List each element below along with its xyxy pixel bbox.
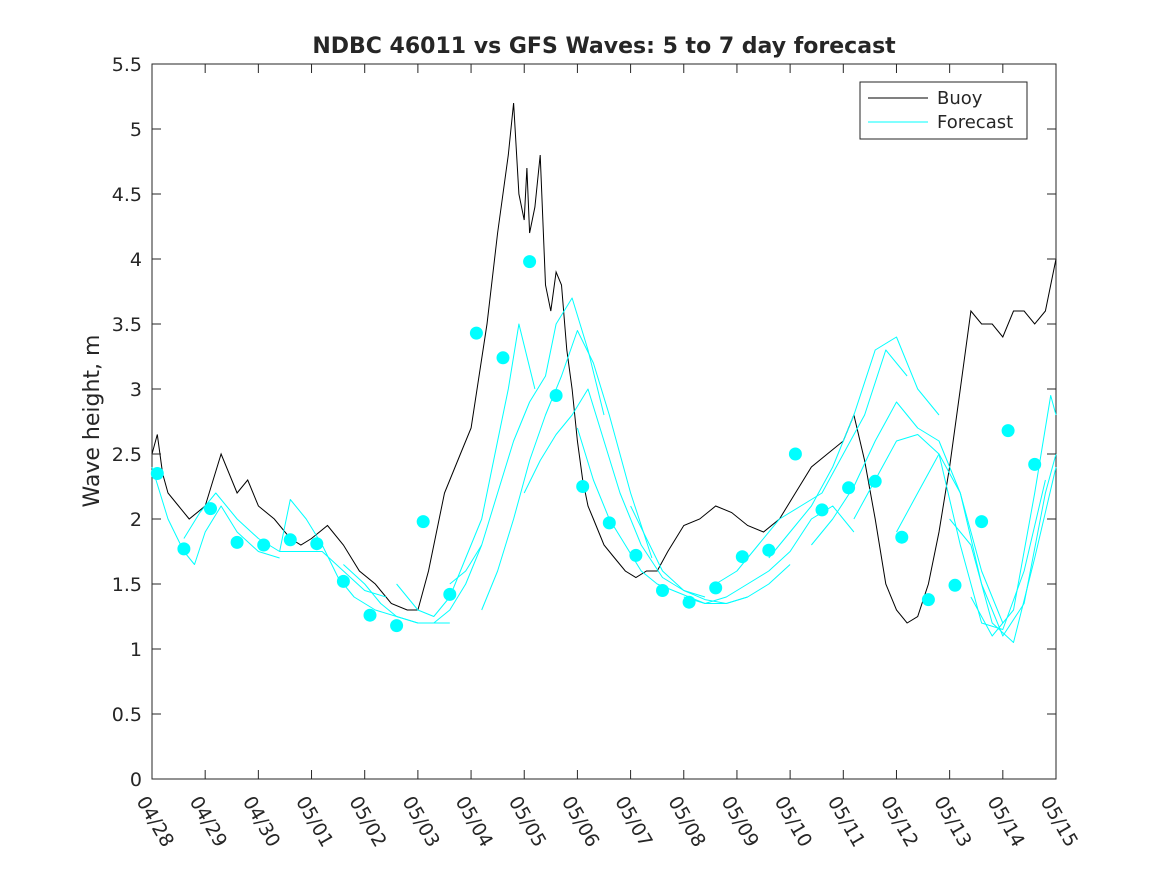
y-tick-label: 4.5 [112, 184, 142, 206]
y-tick-label: 4 [130, 249, 142, 271]
legend-box [859, 81, 1028, 140]
forecast-marker [443, 587, 457, 601]
y-tick-label: 0 [130, 769, 142, 791]
y-tick-label: 5.5 [112, 54, 142, 76]
y-tick-label: 5 [130, 119, 142, 141]
forecast-marker [842, 481, 856, 495]
forecast-marker [788, 447, 802, 461]
forecast-marker [762, 543, 776, 557]
forecast-line-0 [151, 466, 280, 565]
forecast-marker [602, 516, 616, 530]
legend-label-buoy: Buoy [937, 88, 983, 109]
forecast-marker [576, 480, 590, 493]
forecast-line-9 [630, 505, 791, 604]
forecast-marker [735, 550, 749, 564]
y-tick-label: 0.5 [112, 704, 142, 726]
y-tick-label: 3 [130, 379, 142, 401]
forecast-marker [895, 530, 909, 544]
buoy-line [151, 102, 1057, 624]
forecast-line-8 [576, 427, 748, 604]
forecast-marker [177, 542, 191, 556]
y-tick-label: 3.5 [112, 314, 142, 336]
plot-lines [151, 102, 1057, 643]
forecast-marker [1028, 457, 1042, 471]
forecast-marker [469, 326, 483, 340]
forecast-marker [283, 533, 297, 547]
forecast-marker [230, 535, 244, 549]
forecast-line-7 [523, 388, 706, 598]
forecast-marker [921, 593, 935, 607]
y-axis-label: Wave height, m [80, 335, 105, 508]
forecast-line-13 [811, 401, 1004, 624]
legend-label-forecast: Forecast [937, 112, 1013, 133]
forecast-line-4 [396, 323, 536, 617]
forecast-marker [815, 503, 829, 517]
forecast-marker [363, 608, 377, 622]
legend: Buoy Forecast [859, 81, 1028, 140]
forecast-line-12 [768, 336, 940, 559]
forecast-marker [257, 538, 271, 552]
forecast-marker [682, 595, 696, 609]
forecast-marker [948, 578, 962, 592]
chart-title: NDBC 46011 vs GFS Waves: 5 to 7 day fore… [312, 34, 896, 59]
forecast-line-16 [949, 466, 1057, 643]
forecast-line-6 [481, 330, 653, 611]
forecast-marker [390, 619, 404, 633]
forecast-line-5 [449, 297, 605, 585]
forecast-marker [656, 584, 669, 597]
forecast-marker [496, 351, 510, 365]
forecast-line-14 [853, 434, 1046, 630]
forecast-marker [310, 537, 324, 551]
forecast-marker [868, 474, 882, 488]
plot-markers [150, 255, 1042, 633]
forecast-line-17 [970, 395, 1057, 637]
forecast-marker [150, 467, 164, 480]
forecast-marker [523, 255, 537, 269]
y-tick-label: 1 [130, 639, 142, 661]
y-tick-label: 2 [130, 509, 142, 531]
forecast-marker [204, 502, 217, 516]
forecast-marker [416, 515, 430, 529]
y-tick-label: 1.5 [112, 574, 142, 596]
forecast-marker [975, 515, 989, 529]
forecast-marker [629, 548, 643, 562]
forecast-marker [1001, 424, 1015, 438]
forecast-marker [709, 581, 723, 595]
forecast-line-3 [343, 544, 483, 624]
plot-area [151, 63, 1057, 780]
forecast-marker [336, 574, 350, 588]
forecast-marker [549, 389, 563, 402]
y-tick-label: 2.5 [112, 444, 142, 466]
